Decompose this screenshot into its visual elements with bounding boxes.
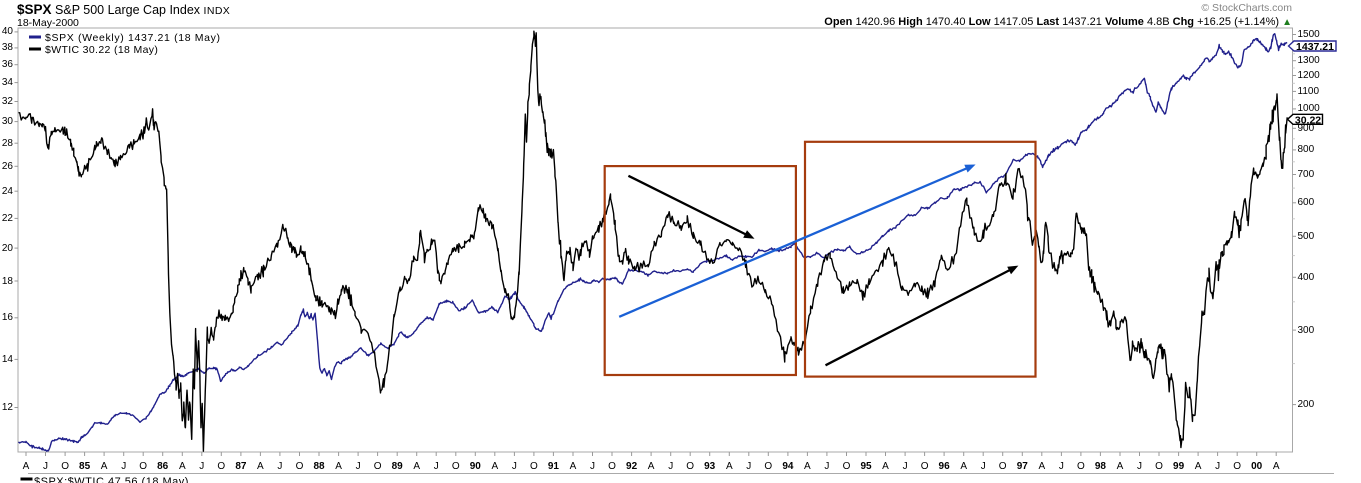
svg-text:1437.21: 1437.21 (1296, 41, 1334, 53)
svg-text:30.22: 30.22 (1295, 114, 1321, 126)
